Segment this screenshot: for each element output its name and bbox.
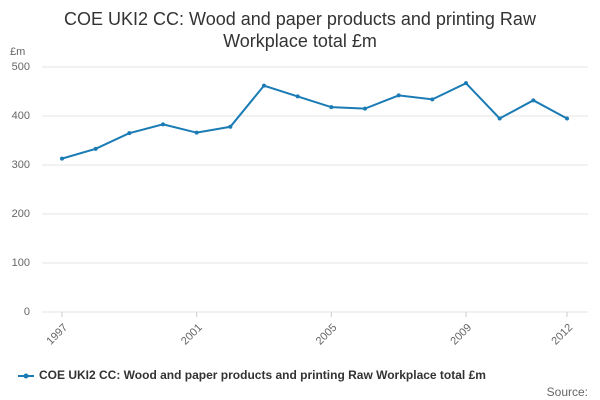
y-axis-label: £m	[10, 46, 25, 58]
x-tick-label: 2012	[549, 322, 575, 348]
point	[127, 131, 132, 136]
point	[262, 83, 266, 88]
x-tick-label: 2001	[179, 322, 205, 348]
point	[93, 146, 98, 151]
y-tick-label: 100	[12, 257, 30, 269]
point	[565, 116, 569, 121]
y-tick-label: 0	[24, 306, 30, 318]
point	[531, 98, 536, 103]
point	[430, 97, 435, 102]
point	[161, 122, 165, 127]
x-tick-label: 1997	[44, 322, 70, 348]
y-tick-label: 500	[12, 61, 30, 73]
legend-label: COE UKI2 CC: Wood and paper products and…	[39, 368, 486, 382]
point	[60, 156, 64, 161]
y-tick-label: 300	[12, 159, 30, 171]
x-tick-label: 2005	[314, 322, 340, 348]
point	[228, 124, 233, 129]
chart-title: COE UKI2 CC: Wood and paper products and…	[64, 9, 536, 51]
point	[497, 116, 502, 121]
point	[363, 106, 367, 111]
point	[396, 93, 401, 98]
legend-marker	[23, 373, 29, 379]
point	[295, 94, 300, 99]
point	[329, 105, 334, 110]
y-tick-label: 400	[12, 110, 30, 122]
y-tick-label: 200	[12, 208, 30, 220]
point	[464, 81, 468, 86]
line	[61, 81, 568, 160]
x-tick-label: 2009	[448, 322, 474, 348]
point	[194, 130, 199, 135]
source: Source:	[547, 385, 588, 399]
